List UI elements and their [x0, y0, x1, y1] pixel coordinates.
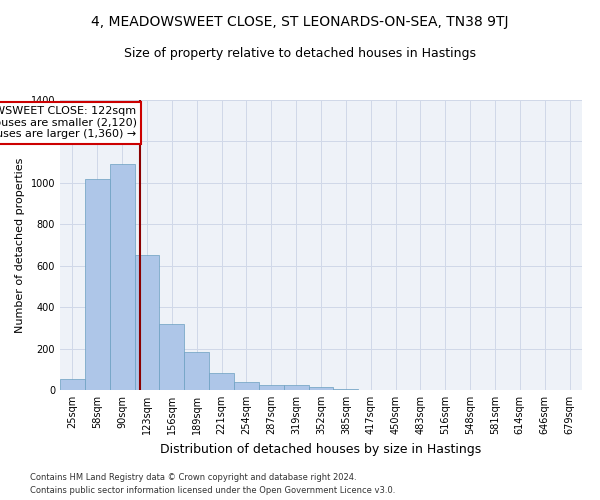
- Bar: [234, 382, 259, 390]
- Bar: [60, 378, 85, 390]
- Bar: [85, 178, 110, 390]
- Text: 4 MEADOWSWEET CLOSE: 122sqm
← 61% of detached houses are smaller (2,120)
39% of : 4 MEADOWSWEET CLOSE: 122sqm ← 61% of det…: [0, 106, 137, 140]
- Text: Contains HM Land Registry data © Crown copyright and database right 2024.: Contains HM Land Registry data © Crown c…: [30, 474, 356, 482]
- Bar: [259, 385, 284, 390]
- Text: Size of property relative to detached houses in Hastings: Size of property relative to detached ho…: [124, 48, 476, 60]
- X-axis label: Distribution of detached houses by size in Hastings: Distribution of detached houses by size …: [160, 442, 482, 456]
- Bar: [209, 374, 234, 390]
- Text: Contains public sector information licensed under the Open Government Licence v3: Contains public sector information licen…: [30, 486, 395, 495]
- Text: 4, MEADOWSWEET CLOSE, ST LEONARDS-ON-SEA, TN38 9TJ: 4, MEADOWSWEET CLOSE, ST LEONARDS-ON-SEA…: [91, 15, 509, 29]
- Bar: [160, 324, 184, 390]
- Bar: [110, 164, 134, 390]
- Bar: [184, 352, 209, 390]
- Bar: [308, 387, 334, 390]
- Bar: [134, 256, 160, 390]
- Bar: [334, 389, 358, 390]
- Y-axis label: Number of detached properties: Number of detached properties: [15, 158, 25, 332]
- Bar: [284, 385, 308, 390]
